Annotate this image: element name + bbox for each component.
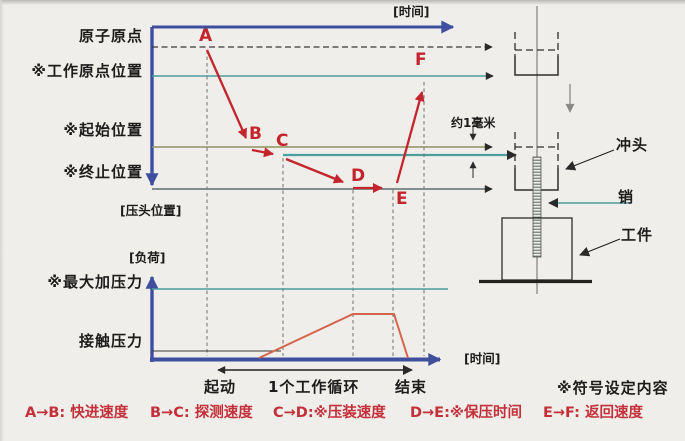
legend-item-ef: E→F: 返回速度 [543,405,644,421]
time-axis-label-top: [时间] [393,4,430,19]
lower-chart [145,275,448,375]
punch-origin-dashed [514,32,559,56]
point-label-f: F [415,50,427,70]
segment-a-b [205,49,248,139]
level-label-work-origin: ※工作原点位置 [31,62,143,80]
punch-start-dashed [514,132,559,168]
level-label-machine-origin: 原子原点 [78,27,143,45]
ram-position-axis-label: [压头位置] [120,203,182,218]
pin-shape [532,156,542,258]
legend-item-bc: B→C: 探测速度 [150,405,253,421]
max-force-label: ※最大加压力 [47,273,143,291]
pin-label: 销 [618,188,635,206]
time-axis-label-bottom: [时间] [464,351,501,366]
punch-leader-arrow [565,149,615,171]
legend-item-cd: C→D:※压装速度 [273,405,386,421]
vertical-guides [206,50,425,356]
contact-force-label: 接触压力 [78,332,143,350]
level-label-start-position: ※起始位置 [63,121,143,139]
machine-illustration [469,6,630,294]
start-tick-label: 起动 [204,378,237,396]
motion-path [205,49,425,193]
gap-dimension-label: 约1毫米 [451,116,496,130]
point-label-b: B [249,124,262,144]
punch-label: 冲头 [616,136,649,154]
upper-chart-axes [145,20,455,187]
punch-origin-solid [514,56,559,76]
point-label-a: A [199,26,213,46]
workpiece-leader-arrow [579,238,621,257]
legend-item-de: D→E:※保压时间 [410,405,522,421]
segment-b-c [251,147,274,158]
level-label-end-position: ※终止位置 [63,163,143,181]
load-curve [258,313,409,359]
point-label-c: C [276,131,289,151]
symbol-note-label: ※符号设定内容 [557,379,669,397]
legend-item-ab: A→B: 快进速度 [25,405,129,421]
load-axis-label: [负荷] [129,250,166,265]
segment-e-f [395,91,425,184]
segment-c-d [285,157,344,184]
workpiece-label: 工件 [621,226,654,244]
point-label-e: E [396,189,408,209]
point-label-d: D [351,166,366,186]
end-tick-label: 结束 [395,378,428,396]
upper-chart-levels [152,43,517,193]
cycle-label: 1个工作循环 [268,378,360,396]
